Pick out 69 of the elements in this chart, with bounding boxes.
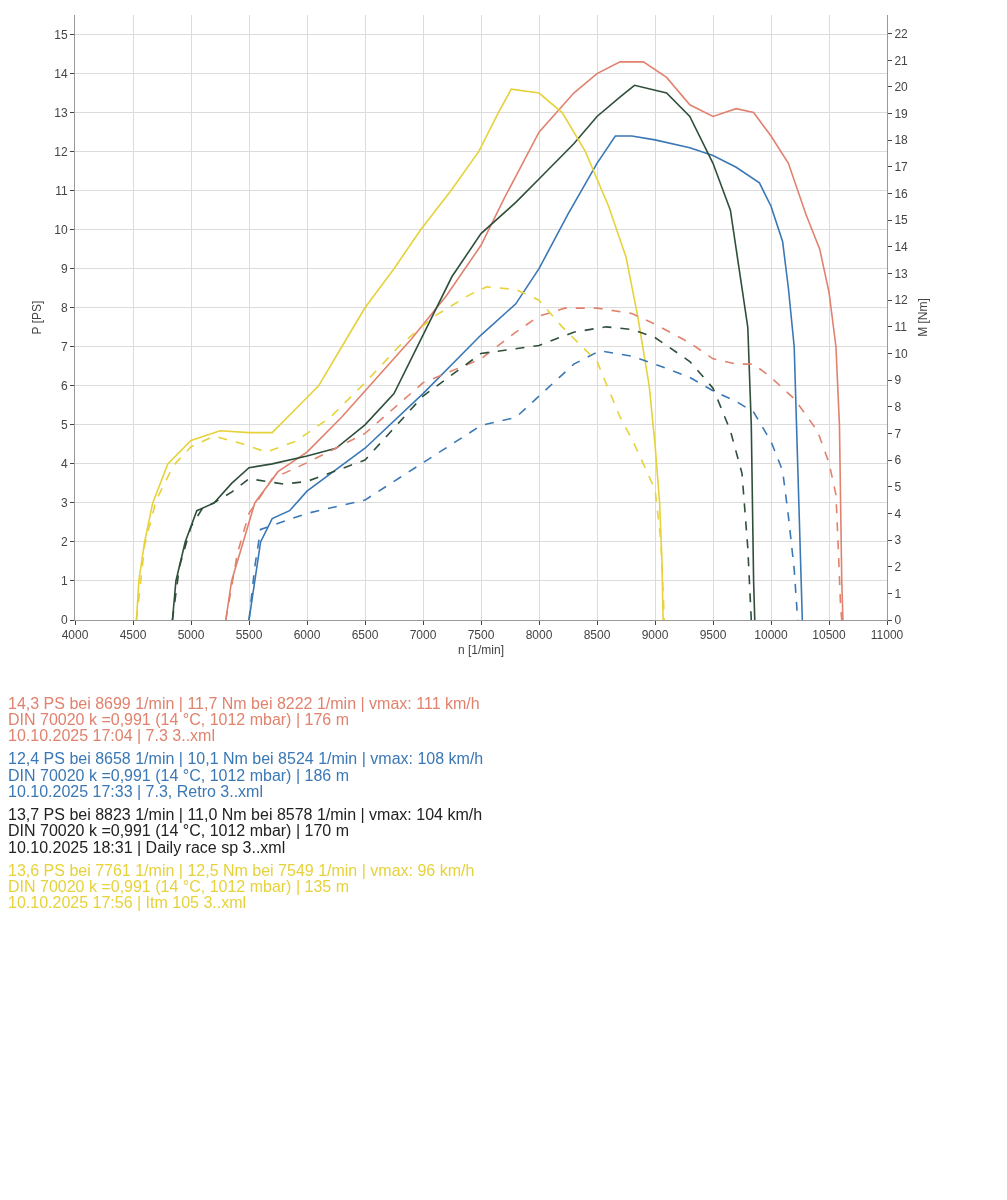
y2-tick-label: 21 [894,53,909,68]
y-tick-label: 8 [60,300,68,315]
y-tick-label: 6 [60,379,68,394]
y-tick-label: 4 [60,457,68,472]
x-tick-label: 10500 [812,628,847,643]
y2-tick-label: 5 [894,479,902,494]
y-tick-label: 0 [60,613,68,628]
text: DIN 70020 k =0,991 (14 °C, 1012 mbar) | 176 m [8,711,349,728]
x-tick-label: 10000 [754,628,789,643]
text: 14,3 PS bei 8699 1/min | 11,7 Nm bei 8222 1/min | vmax: 111 km/h [8,695,480,712]
y-tick-label: 5 [60,418,68,433]
y2-tick-label: 4 [894,506,902,521]
y-tick-label: 15 [54,27,68,42]
x-tick-label: 8500 [583,628,611,643]
y2-tick-label: 18 [894,133,909,148]
y2-tick-label: 0 [894,613,902,628]
y-tick-label: 10 [54,222,68,237]
x-tick-label: 4500 [119,628,147,643]
text: DIN 70020 k =0,991 (14 °C, 1012 mbar) | 186 m [8,767,349,784]
x-tick-label: 4000 [61,628,89,643]
y2-tick-label: 13 [894,266,909,281]
y-tick-label: 2 [60,535,68,550]
text: DIN 70020 k =0,991 (14 °C, 1012 mbar) | 135 m [8,878,349,895]
text: DIN 70020 k =0,991 (14 °C, 1012 mbar) | 170 m [8,822,349,839]
y2-tick-label: 19 [894,106,909,121]
x-tick-label: 5500 [235,628,263,643]
y2-axis-title: M [Nm] [916,298,930,337]
y-tick-label: 14 [54,66,68,81]
x-tick-label: 5000 [177,628,205,643]
text: 10.10.2025 17:33 | 7.3, Retro 3..xml [8,783,263,800]
y2-tick-label: 8 [894,399,902,414]
text: 10.10.2025 17:56 | Itm 105 3..xml [8,894,247,911]
x-tick-label: 11000 [870,628,904,643]
y2-tick-label: 22 [894,26,909,41]
y2-tick-label: 6 [894,453,902,468]
y-axis-title: P [PS] [30,300,44,335]
y2-tick-label: 3 [894,533,902,548]
x-tick-label: 9000 [641,628,669,643]
text: 10.10.2025 17:04 | 7.3 3..xml [8,727,215,744]
x-tick-label: 7000 [409,628,437,643]
x-axis-title: n [1/min] [457,643,505,658]
x-tick-label: 7500 [467,628,495,643]
y-tick-label: 9 [60,261,68,276]
text: 12,4 PS bei 8658 1/min | 10,1 Nm bei 8524 1/min | vmax: 108 km/h [8,750,484,767]
text: 13,6 PS bei 7761 1/min | 12,5 Nm bei 7549 1/min | vmax: 96 km/h [8,862,475,879]
x-tick-label: 6000 [293,628,321,643]
text: 10.10.2025 18:31 | Daily race sp 3..xml [8,839,286,856]
y2-tick-label: 17 [894,160,909,175]
y2-tick-label: 10 [894,346,909,361]
y2-tick-label: 16 [894,186,909,201]
y2-tick-label: 15 [894,213,909,228]
y2-tick-label: 14 [894,240,909,255]
text: 13,7 PS bei 8823 1/min | 11,0 Nm bei 8578 1/min | vmax: 104 km/h [8,806,483,823]
x-tick-label: 6500 [351,628,379,643]
y-tick-label: 13 [54,105,68,120]
y-tick-label: 12 [54,144,68,159]
y2-tick-label: 1 [894,586,902,601]
y-tick-label: 11 [55,183,68,198]
y2-tick-label: 2 [894,559,902,574]
y2-tick-label: 12 [894,293,909,308]
y-tick-label: 7 [60,339,68,354]
y2-tick-label: 7 [894,426,902,441]
y2-tick-label: 20 [894,80,909,95]
y2-tick-label: 9 [894,373,902,388]
y2-tick-label: 11 [894,320,908,335]
y-tick-label: 3 [60,496,68,511]
x-tick-label: 8000 [525,628,553,643]
y-tick-label: 1 [60,574,68,589]
x-tick-label: 9500 [699,628,727,643]
